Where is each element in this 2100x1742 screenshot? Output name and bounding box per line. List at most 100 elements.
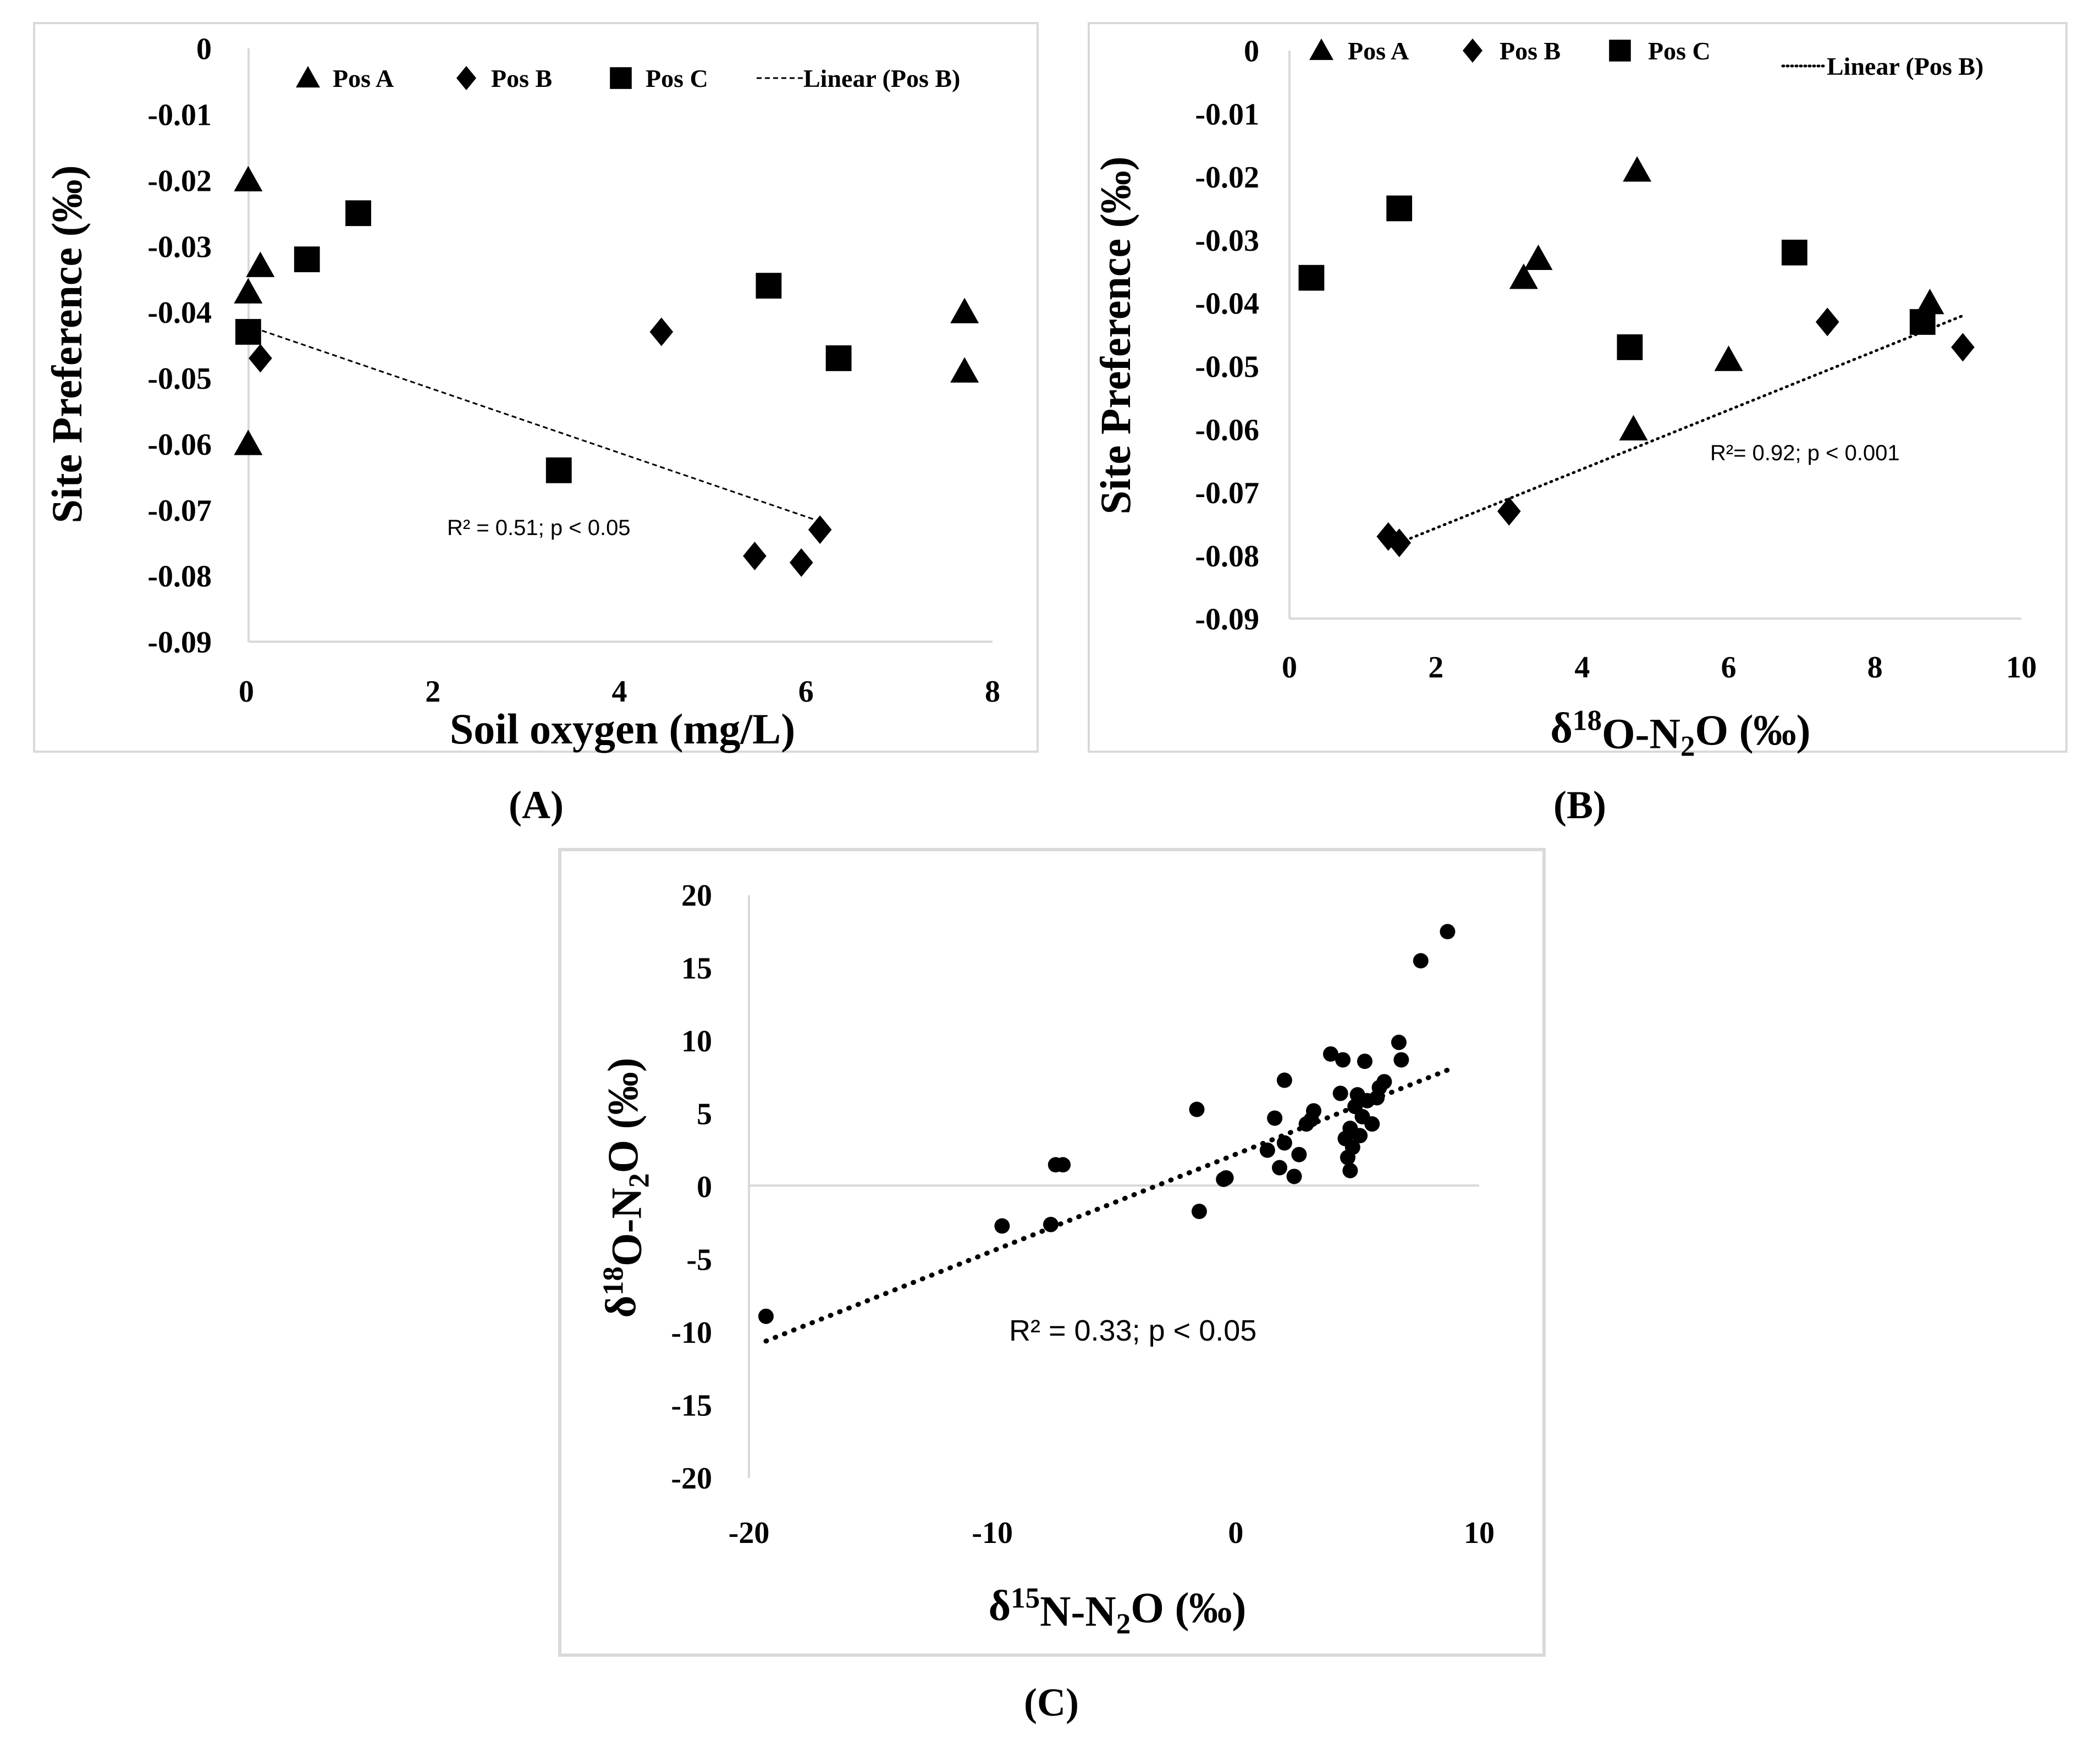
data-point-pos-a [246,251,275,277]
data-point-pos-c [825,345,852,371]
y-axis-title-part: 2 [623,1173,655,1188]
y-tick-label: -0.09 [147,626,212,660]
data-point-pos-a [1509,263,1538,289]
panel-a-plot: 0 -0.01 -0.02 -0.03 -0.04 -0.05 -0.06 -0.07 -0.0… [43,32,1000,753]
legend-marker [1462,38,1483,63]
x-axis-title-part: 2 [1680,730,1695,762]
data-point [1276,1135,1292,1151]
r-squared-annotation: R² = 0.33; p < 0.05 [1009,1314,1256,1347]
y-tick-label: -0.02 [1195,161,1259,195]
y-tick-label: -0.06 [1195,413,1259,447]
data-point [1391,1034,1407,1050]
r-squared-annotation: R²= 0.92; p < 0.001 [1710,441,1900,465]
legend-label: Pos A [333,64,394,92]
y-tick-label: 0 [1244,35,1259,69]
x-axis-title: δ15N-N2O (‰) [989,1581,1247,1640]
data-point [1043,1216,1059,1232]
y-tick-label: 20 [681,879,712,913]
panel-b-frame [1088,22,2068,753]
data-point [1376,1074,1392,1090]
panel-b-plot: 0 -0.01 -0.02 -0.03 -0.04 -0.05 -0.06 -0.07 -0.0… [1092,35,2037,763]
y-axis-title-part: 18 [598,1266,630,1296]
legend-label: Linear (Pos B) [803,64,960,92]
legend-marker [1309,38,1333,60]
data-point-pos-a [234,429,263,455]
data-point-pos-c [1298,264,1325,291]
data-point [1393,1052,1409,1068]
x-axis-title: Soil oxygen (mg/L) [450,705,795,753]
data-point-pos-a [1915,289,1944,315]
x-tick-label: -20 [729,1516,770,1550]
data-point-pos-b [808,515,832,544]
y-tick-label: 0 [196,32,212,67]
data-point [1267,1110,1283,1126]
y-tick-label: -0.05 [147,362,212,396]
y-tick-label: -0.03 [1195,224,1259,258]
x-axis-title-part: δ [1550,704,1573,752]
data-point-pos-a [950,297,979,323]
y-tick-label: -0.08 [1195,539,1259,574]
y-axis-title: Site Preference (‰) [43,165,91,523]
r-squared-annotation: R² = 0.51; p < 0.05 [447,516,631,540]
data-point [1218,1170,1234,1186]
trendline [1398,314,1965,544]
panel-a-label: (A) [509,783,564,827]
x-axis-title-part: O (‰) [1695,706,1810,754]
x-axis-title-part: N-N [1040,1587,1116,1635]
trendline [763,1067,1450,1344]
legend-marker [296,66,320,88]
data-point-pos-b [789,548,813,577]
data-point-pos-c [1781,239,1807,266]
y-tick-label: -0.06 [147,428,212,462]
data-point [1286,1168,1302,1184]
x-axis-title-part: 15 [1011,1583,1040,1614]
data-point [1291,1146,1307,1162]
data-point-pos-c [235,319,261,345]
data-point [1344,1139,1360,1155]
data-point [1191,1204,1207,1220]
y-tick-label: -10 [671,1316,712,1350]
data-point [1276,1072,1292,1088]
data-point [1352,1128,1368,1144]
data-point [1332,1085,1348,1101]
y-tick-label: -0.07 [147,494,212,528]
data-point-pos-b [1387,528,1411,558]
panel-b-label: (B) [1553,783,1606,827]
x-tick-label: 10 [1464,1516,1495,1550]
data-point-pos-c [545,457,572,483]
data-point [1440,924,1456,940]
legend-marker [456,66,477,90]
data-point-pos-c [345,200,371,227]
y-tick-label: -0.01 [147,98,212,132]
y-tick-label: -20 [671,1462,712,1496]
y-tick-label: -0.02 [147,164,212,198]
panel-a-frame [33,22,1039,753]
y-tick-label: -5 [686,1243,712,1277]
data-point-pos-c [1617,334,1643,360]
y-axis-title: δ18O-N2O (‰) [597,1057,655,1317]
y-axis-title: Site Preference (‰) [1092,156,1139,514]
x-axis-title-part: 2 [1116,1608,1131,1640]
x-tick-label: 8 [985,675,1000,709]
data-point [1305,1103,1321,1119]
y-tick-label: -0.03 [147,230,212,264]
data-point-pos-c [756,273,782,299]
data-point [1357,1054,1373,1070]
x-tick-label: 8 [1867,651,1883,685]
data-point [1342,1162,1358,1178]
data-point-pos-b [743,542,767,571]
data-point-pos-b [1497,497,1521,526]
y-tick-label: 10 [681,1024,712,1059]
panel-b: 0 -0.01 -0.02 -0.03 -0.04 -0.05 -0.06 -0.07 -0.0… [1088,22,2068,763]
data-point [994,1218,1010,1234]
y-axis-title-part: O-N [602,1188,650,1266]
legend-label: Pos B [491,64,552,92]
x-tick-label: 6 [1721,651,1737,685]
y-axis-title-part: O (‰) [599,1057,647,1173]
data-point-pos-b [249,344,272,373]
trendline [246,324,825,524]
data-point-pos-b [1815,307,1839,337]
x-tick-label: 2 [425,675,440,709]
